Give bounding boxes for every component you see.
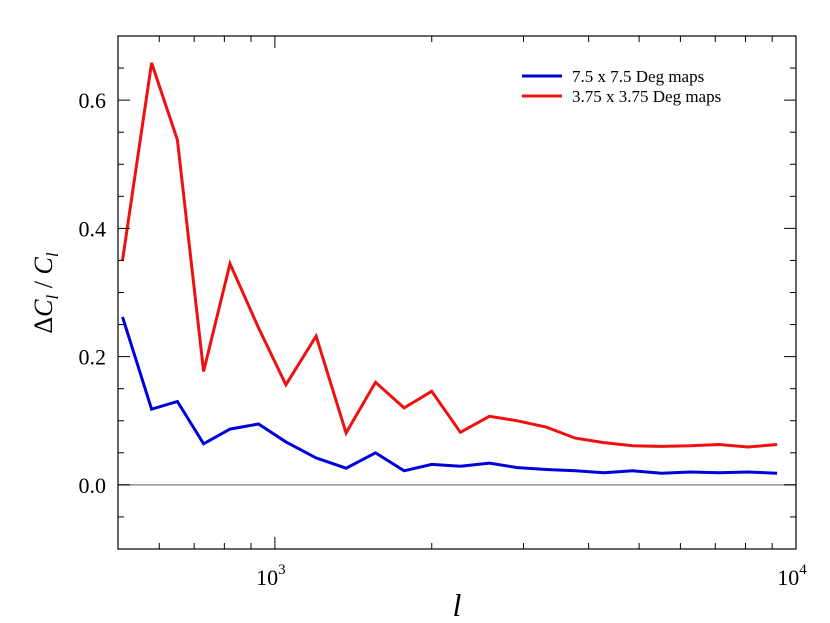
y-axis-title-c: C: [29, 299, 58, 317]
x-tick-label-base: 10: [777, 565, 799, 590]
series-layer: [121, 62, 778, 475]
series-line-1: [121, 316, 778, 475]
plot-frame: [117, 35, 797, 550]
y-axis-title-sub: l: [43, 294, 62, 299]
x-tick-label-base: 10: [256, 565, 278, 590]
y-tick-label: 0.4: [79, 216, 107, 241]
y-tick-label: 0.6: [79, 88, 107, 113]
y-axis-title: ΔCl / Cl: [29, 252, 62, 333]
y-axis-title-c2: C: [29, 257, 58, 275]
y-tick-label: 0.2: [79, 345, 107, 370]
series-line-2: [121, 62, 778, 449]
x-tick-label: 103: [256, 562, 286, 590]
y-axis-title-slash: /: [29, 275, 58, 295]
x-tick-label: 104: [777, 562, 807, 590]
tick-layer: [117, 35, 797, 550]
legend-label-1: 7.5 x 7.5 Deg maps: [572, 67, 704, 86]
x-tick-label-exponent: 4: [799, 562, 807, 578]
legend-label-2: 3.75 x 3.75 Deg maps: [572, 87, 721, 106]
x-tick-label-exponent: 3: [278, 562, 286, 578]
y-tick-label: 0.0: [79, 473, 107, 498]
x-axis-title: l: [453, 587, 462, 623]
y-axis-title-sub2: l: [43, 252, 62, 257]
y-axis-title-delta: Δ: [29, 317, 58, 334]
